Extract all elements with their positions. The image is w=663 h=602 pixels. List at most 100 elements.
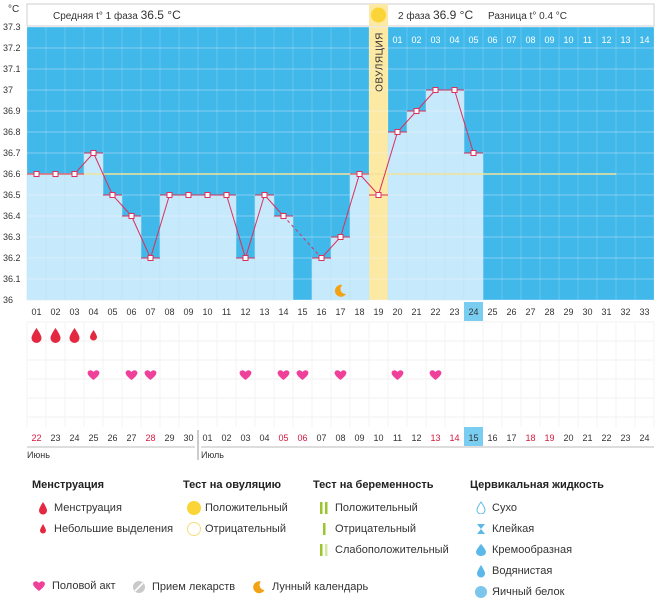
calendar-date-label: 08 [335,433,345,443]
legend-item: Положительный [183,497,288,518]
temperature-line-segment [454,89,474,154]
cycle-day-label: 04 [88,307,98,317]
calendar-date-label: 11 [393,433,402,443]
calendar-date-label: 13 [430,433,440,443]
heart-icon [334,370,347,380]
temperature-point [337,234,344,240]
dry-drop-icon [470,501,492,514]
calendar-date-label: 04 [259,433,269,443]
legend-medication: Прием лекарств [128,580,235,594]
legend-item: Отрицательный [183,518,288,539]
temperature-point [33,171,40,177]
temperature-point [52,171,59,177]
cycle-chart: ОВУЛЯЦИЯ °C Средняя t° 1 фаза 36.5 °C 2 фаз… [3,3,655,460]
temperature-bar [159,194,180,301]
calendar-date-label: 15 [468,433,478,443]
temperature-point [242,255,249,261]
temperature-point [109,192,116,198]
temperature-line-segment [264,194,284,217]
luteal-day-label: 14 [639,35,649,45]
legend-label: Менструация [54,501,122,514]
cycle-day-label: 30 [582,307,592,317]
temperature-point [375,192,382,198]
calendar-date-label: 23 [50,433,60,443]
legend-item: Клейкая [470,518,604,539]
y-tick-label: 36.8 [3,127,21,137]
cycle-day-label: 31 [601,307,611,317]
cycle-day-label: 14 [278,307,288,317]
y-tick-label: 36.4 [3,211,21,221]
calendar-date-label: 03 [240,433,250,443]
calendar-date-label: 22 [601,433,611,443]
legend-ovulation-test-title: Тест на овуляцию [183,479,282,491]
legend-cervical-title: Цервикальная жидкость [470,479,604,491]
luteal-day-label: 06 [487,35,497,45]
small-drop-icon [32,523,54,534]
temperature-line-segment [340,173,360,238]
cycle-day-label: 24 [468,307,478,317]
heart-icon [125,370,138,380]
temperature-point [356,171,363,177]
calendar-date-label: 07 [316,433,326,443]
legend-label: Прием лекарств [152,581,236,593]
cycle-day-label: 13 [259,307,269,317]
pill-icon [128,580,150,594]
temperature-bar [463,152,484,301]
phase2-average: 2 фаза 36.9 °C [398,8,473,22]
calendar-date-label: 26 [107,433,117,443]
calendar-date-label: 17 [506,433,516,443]
legend-item: Яичный белок [470,581,604,602]
cycle-day-label: 03 [69,307,79,317]
cycle-day-label: 26 [506,307,516,317]
legend-label: Отрицательный [335,522,416,535]
legend-item: Положительный [313,497,449,518]
legend-item: Сухо [470,497,604,518]
positive-test-sun-icon [183,500,205,516]
temperature-line-segment [150,194,170,259]
difference-label: Разница t° [488,11,539,22]
cycle-day-label: 01 [31,307,41,317]
legend-ovulation-test: Тест на овуляцию Положительный Отрицател… [183,479,288,539]
luteal-day-label: 08 [525,35,535,45]
watery-drop-icon [470,564,492,578]
temperature-point [280,213,287,219]
temperature-bar [406,110,427,301]
temperature-point [90,150,97,156]
temperature-line-segment [359,173,379,196]
temperature-line-segment [397,110,417,133]
heart-icon [28,580,50,592]
temperature-point [223,192,230,198]
luteal-day-label: 09 [544,35,554,45]
y-tick-label: 36.2 [3,253,21,263]
calendar-date-label: 02 [221,433,231,443]
legend-label: Слабоположительный [335,543,449,556]
cycle-day-label: 12 [240,307,250,317]
calendar-date-label: 25 [88,433,98,443]
temperature-bar [197,194,218,301]
phase2-value: 36.9 °C [433,8,473,22]
light-discharge-drop [90,330,97,341]
legend-item: Кремообразная [470,539,604,560]
phase2-label: 2 фаза [398,10,433,22]
blood-drop-icon [32,501,54,515]
cycle-day-label: 02 [50,307,60,317]
temperature-line-segment [131,215,151,259]
legend-item: Отрицательный [313,518,449,539]
legend-pregnancy-test-title: Тест на беременность [313,479,434,491]
legend-label: Сухо [492,501,517,514]
calendar-date-label: 29 [164,433,174,443]
one-stripe-icon [313,522,335,536]
legend-label: Водянистая [492,564,553,577]
luteal-day-label: 07 [506,35,516,45]
cycle-day-label: 23 [449,307,459,317]
cycle-day-label: 16 [316,307,326,317]
cycle-day-label: 11 [222,307,231,317]
legend-label: Небольшие выделения [54,522,174,535]
cycle-day-label: 20 [392,307,402,317]
luteal-day-label: 03 [430,35,440,45]
egg-white-icon [470,585,492,599]
cycle-day-label: 09 [183,307,193,317]
legend-pregnancy-test: Тест на беременность Положительный Отриц… [313,479,449,560]
calendar-date-label: 20 [563,433,573,443]
month-label: Июнь [27,450,50,460]
